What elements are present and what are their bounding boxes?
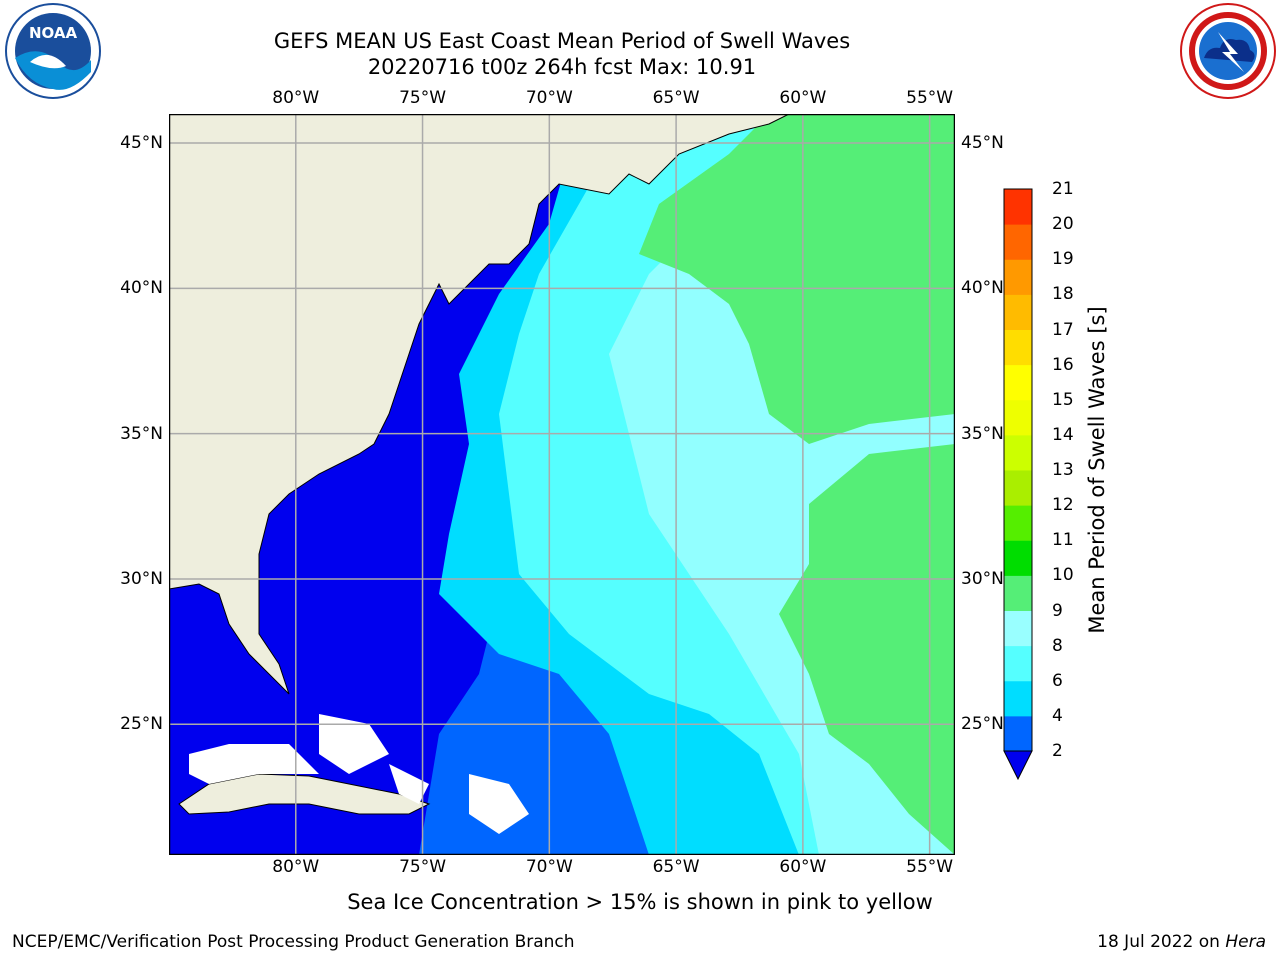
colorbar-swatch — [1004, 364, 1032, 401]
noaa-logo-text: NOAA — [29, 24, 78, 42]
colorbar-tick-label: 6 — [1052, 670, 1063, 691]
nws-logo — [1180, 3, 1276, 99]
colorbar-frame — [1003, 188, 1033, 752]
colorbar-swatch — [1004, 399, 1032, 436]
lon-label-top: 60°W — [779, 88, 827, 108]
colorbar-tick-label: 18 — [1052, 284, 1074, 305]
footer-credit: NCEP/EMC/Verification Post Processing Pr… — [12, 932, 575, 952]
lon-label-top: 70°W — [525, 88, 573, 108]
lon-label-bottom: 60°W — [779, 857, 827, 877]
lon-label-bottom: 75°W — [399, 857, 447, 877]
lon-label-bottom: 65°W — [652, 857, 700, 877]
colorbar-swatches — [1003, 188, 1033, 781]
colorbar-swatch — [1004, 610, 1032, 647]
colorbar-swatch — [1004, 259, 1032, 295]
lat-label-right: 45°N — [961, 133, 1004, 154]
colorbar-swatch — [1004, 470, 1032, 506]
lat-label-right: 35°N — [961, 423, 1004, 444]
colorbar-tick-label: 12 — [1052, 495, 1074, 516]
footer-date: 18 Jul 2022 on Hera — [1097, 932, 1266, 952]
lat-label-left: 25°N — [120, 714, 163, 735]
colorbar-tick-label: 14 — [1052, 424, 1074, 445]
colorbar-swatch — [1004, 645, 1032, 682]
colorbar-tick-label: 13 — [1052, 460, 1074, 480]
lon-label-bottom: 80°W — [272, 857, 320, 877]
lat-label-left: 30°N — [120, 568, 163, 589]
colorbar-label: Mean Period of Swell Waves [s] — [1085, 306, 1109, 634]
chart-title: GEFS MEAN US East Coast Mean Period of S… — [273, 29, 851, 53]
colorbar — [1003, 188, 1033, 781]
colorbar-swatch — [1004, 329, 1032, 366]
colorbar-tick-label: 2 — [1052, 741, 1063, 761]
colorbar-swatch — [1004, 224, 1032, 260]
sea-ice-note: Sea Ice Concentration > 15% is shown in … — [347, 890, 933, 914]
footer-date-text: 18 Jul 2022 on — [1097, 932, 1226, 952]
colorbar-tick-label: 11 — [1052, 530, 1074, 551]
colorbar-tick-label: 15 — [1052, 389, 1074, 410]
lat-label-left: 45°N — [120, 133, 163, 154]
colorbar-tick-label: 20 — [1052, 214, 1074, 235]
colorbar-tick-label: 9 — [1052, 600, 1063, 621]
land-northeast — [169, 114, 790, 695]
lat-label-left: 35°N — [120, 423, 163, 444]
noaa-logo: NOAA — [5, 3, 101, 99]
colorbar-tick-label: 21 — [1052, 179, 1074, 199]
lon-label-bottom: 55°W — [906, 857, 954, 877]
colorbar-swatch — [1004, 189, 1032, 225]
land-cuba — [178, 773, 431, 815]
colorbar-swatch — [1004, 434, 1032, 471]
map-frame — [169, 114, 955, 855]
lon-label-top: 55°W — [906, 88, 954, 108]
lon-label-top: 80°W — [272, 88, 320, 108]
colorbar-tick-label: 19 — [1052, 249, 1074, 270]
colorbar-tick-label: 10 — [1052, 565, 1074, 586]
colorbar-swatch — [1004, 680, 1032, 717]
colorbar-tick-label: 17 — [1052, 319, 1074, 340]
lat-label-left: 40°N — [120, 278, 163, 299]
colorbar-swatch — [1004, 575, 1032, 611]
land-ice-gaps — [189, 714, 529, 834]
lat-label-right: 30°N — [961, 568, 1004, 589]
footer-host: Hera — [1225, 932, 1266, 952]
lon-label-top: 75°W — [399, 88, 447, 108]
colorbar-under-arrow — [1003, 750, 1033, 781]
chart-subtitle: 20220716 t00z 264h fcst Max: 10.91 — [367, 55, 757, 79]
colorbar-tick-label: 16 — [1052, 354, 1074, 375]
colorbar-swatch — [1004, 715, 1032, 752]
colorbar-tick-label: 4 — [1052, 705, 1063, 726]
colorbar-tick-label: 8 — [1052, 635, 1063, 656]
colorbar-swatch — [1004, 294, 1032, 330]
lat-label-right: 40°N — [961, 278, 1004, 299]
lat-label-right: 25°N — [961, 714, 1004, 735]
colorbar-swatch — [1004, 540, 1032, 576]
map-panel — [169, 114, 955, 855]
colorbar-swatch — [1004, 505, 1032, 541]
lon-label-top: 65°W — [652, 88, 700, 108]
band-9-10-south — [779, 444, 955, 855]
lon-label-bottom: 70°W — [525, 857, 573, 877]
gridlines — [169, 114, 955, 855]
band-9-10 — [639, 114, 955, 444]
